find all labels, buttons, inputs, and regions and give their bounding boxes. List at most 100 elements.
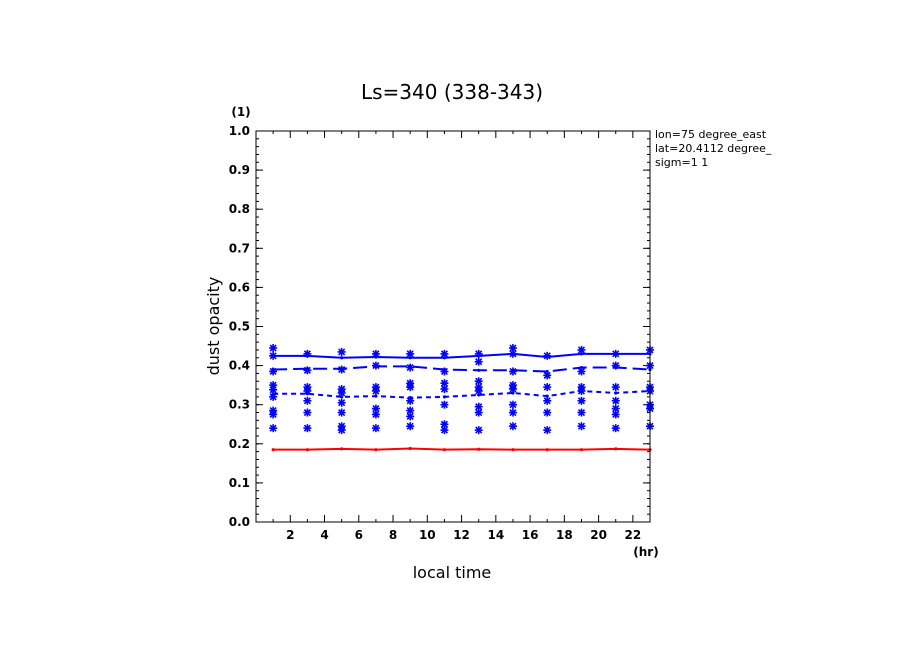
scatter-marker [269,410,278,419]
series-2-point [477,368,481,372]
series-line-1 [273,352,650,359]
scatter-marker [611,424,620,433]
series-4-point [511,448,515,452]
scatter-marker [337,365,346,374]
scatter-marker [611,349,620,358]
series-4-point [374,448,378,452]
scatter-marker [440,420,449,429]
scatter-marker [508,408,517,417]
plot-frame [255,130,651,523]
scatter-marker [611,361,620,370]
scatter-marker [611,410,620,419]
scatter-marker [371,404,380,413]
x-tick-label: 4 [320,528,328,542]
scatter-marker [371,387,380,396]
series-line-2 [273,365,651,373]
scatter-marker [269,385,278,394]
x-tick-label: 2 [286,528,294,542]
scatter-marker [508,349,517,358]
scatter-markers [269,344,654,435]
scatter-marker [577,422,586,431]
scatter-marker [303,408,312,417]
series-line-3 [273,390,651,399]
y-tick-label: 0.7 [229,241,250,255]
scatter-marker [337,347,346,356]
series-4-point [579,448,584,452]
x-tick-label: 14 [487,528,504,542]
scatter-marker [406,349,415,358]
chart-title: Ls=340 (338-343) [361,80,543,104]
x-tick-label: 20 [590,528,607,542]
scatter-marker [611,383,620,392]
scatter-marker [508,344,517,353]
scatter-marker [406,412,415,421]
y-tick-label: 0.6 [229,280,250,294]
scatter-marker [269,392,278,401]
series-4-point [545,448,549,452]
scatter-marker [269,424,278,433]
series-lines [271,352,652,452]
x-tick-label: 8 [389,528,397,542]
series-4-point [614,447,618,451]
scatter-marker [406,363,415,372]
scatter-marker [440,349,449,358]
scatter-marker [543,351,552,360]
series-4-point [408,446,412,451]
series-3-point [374,394,378,398]
y-tick-label: 0.0 [229,515,250,529]
y-tick-label: 0.8 [229,202,250,216]
scatter-marker [371,410,380,419]
scatter-marker [371,424,380,433]
scatter-marker [269,344,278,353]
y-tick-label: 0.9 [229,163,250,177]
scatter-marker [269,351,278,360]
series-line-4 [273,447,651,451]
scatter-marker [440,400,449,409]
scatter-marker [303,349,312,358]
series-4-point [305,448,309,452]
series-3-point [614,391,618,395]
scatter-marker [406,383,415,392]
scatter-marker [371,361,380,370]
scatter-marker [508,400,517,409]
y-tick-label: 1.0 [229,124,250,138]
scatter-marker [543,396,552,405]
info-line-sigm: sigm=1 1 [655,156,708,169]
series-4-point [442,448,447,452]
scatter-marker [303,424,312,433]
x-tick-label: 6 [355,528,363,542]
scatter-marker [406,396,415,405]
axis-ticks: 0.0 0.1 0.2 0.3 0.4 0.5 0.6 0.7 0.8 0.9 1.0 2 4 6 8 10 1… [229,124,650,542]
scatter-marker [337,388,346,397]
scatter-marker [577,396,586,405]
series-4-point [477,447,481,451]
scatter-marker [303,387,312,396]
series-3-point [442,395,447,399]
scatter-marker [337,398,346,407]
x-tick-label: 10 [419,528,436,542]
y-tick-label: 0.5 [229,320,250,334]
info-line-lat: lat=20.4112 degree_ [655,142,772,155]
scatter-marker [508,422,517,431]
scatter-marker [406,422,415,431]
scatter-marker [543,383,552,392]
scatter-marker [303,366,312,375]
y-tick-label: 0.1 [229,476,250,490]
scatter-marker [543,408,552,417]
scatter-marker [577,345,586,354]
series-4-point [340,447,344,451]
info-line-lon: lon=75 degree_east [655,128,767,141]
y-tick-label: 0.4 [229,359,250,373]
x-tick-label: 12 [453,528,470,542]
scatter-marker [508,385,517,394]
x-tick-label: 16 [522,528,539,542]
scatter-marker [577,367,586,376]
y-axis-label: dust opacity [204,277,223,376]
scatter-marker [303,396,312,405]
scatter-marker [337,426,346,435]
scatter-marker [474,408,483,417]
scatter-marker [337,408,346,417]
scatter-marker [474,357,483,366]
scatter-marker [543,371,552,380]
